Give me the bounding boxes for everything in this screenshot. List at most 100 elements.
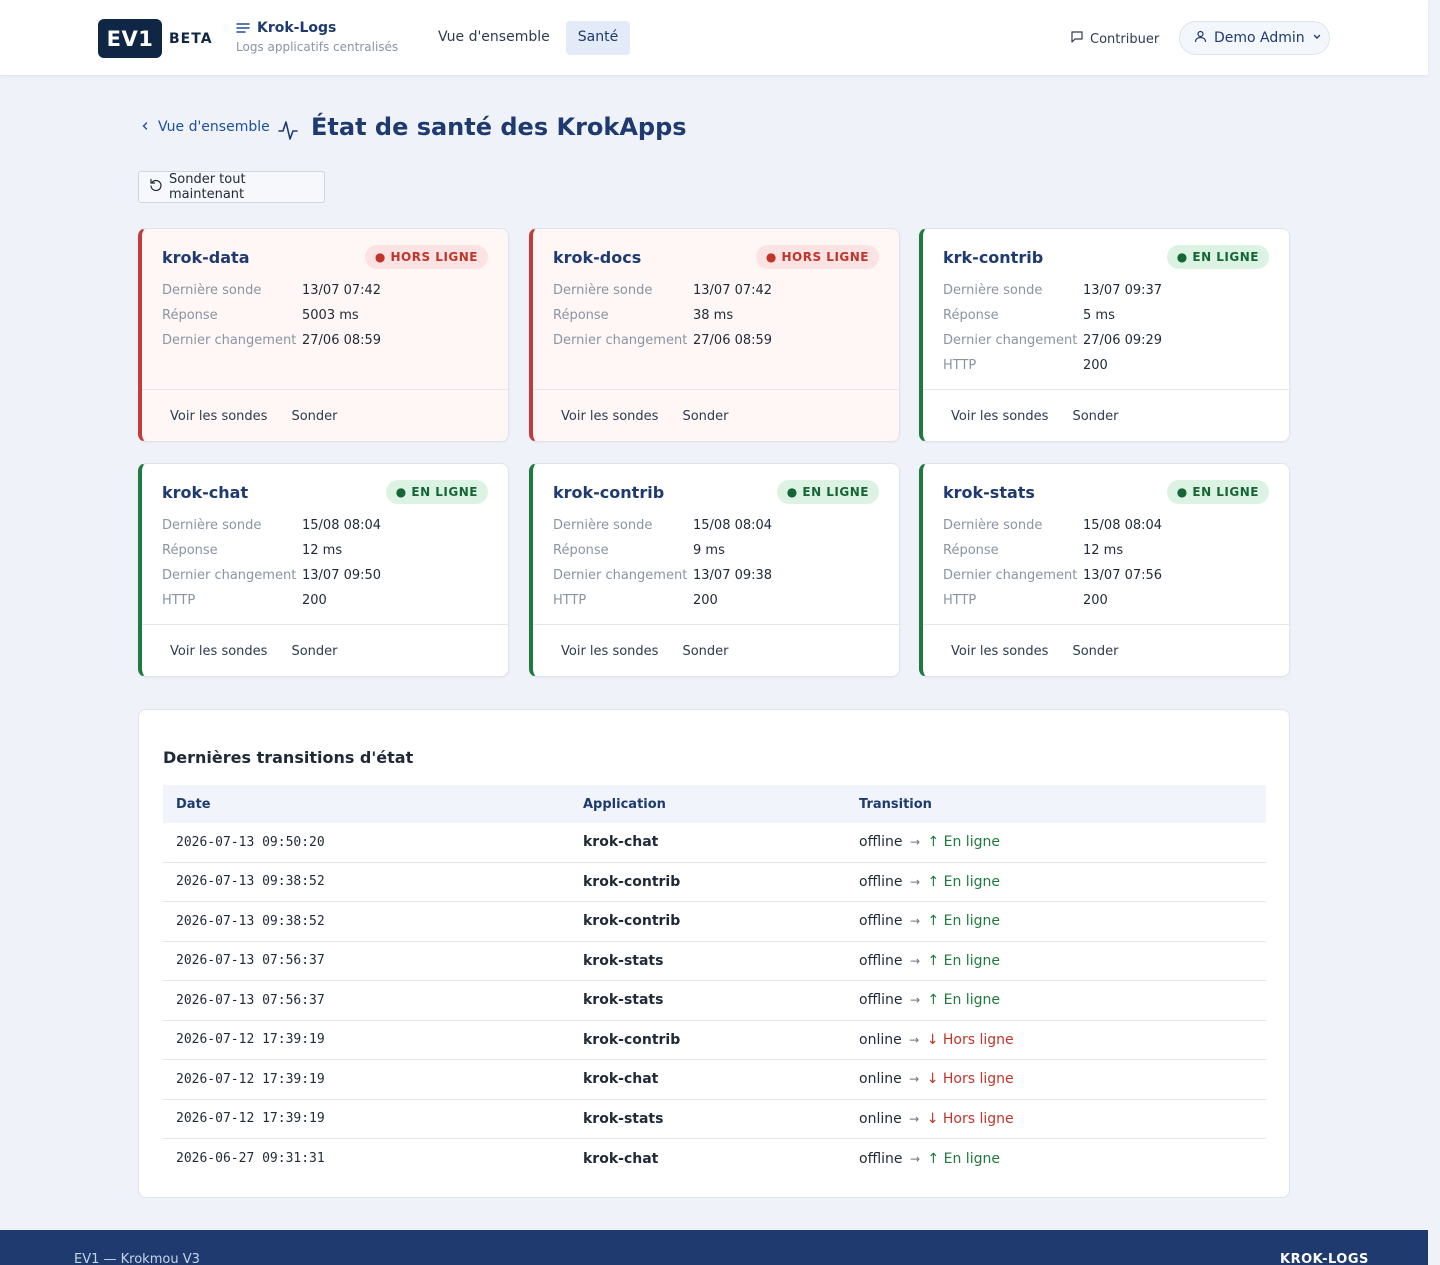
table-row: 2026-07-13 09:38:52 krok-contrib offline →… bbox=[163, 902, 1266, 942]
view-probes-button[interactable]: Voir les sondes bbox=[170, 644, 268, 659]
view-probes-button[interactable]: Voir les sondes bbox=[951, 644, 1049, 659]
cell-application: krok-contrib bbox=[583, 1031, 681, 1048]
detail-response: Réponse 5003 ms bbox=[162, 308, 381, 333]
beta-label: BETA bbox=[169, 31, 213, 47]
detail-value: 9 ms bbox=[693, 543, 725, 558]
arrow-right-icon: → bbox=[909, 1032, 920, 1047]
detail-http: HTTP 200 bbox=[943, 593, 1162, 618]
card-actions: Voir les sondes Sonder bbox=[923, 624, 1289, 676]
nav-health[interactable]: Santé bbox=[565, 21, 631, 55]
cell-application: krok-stats bbox=[583, 992, 664, 1009]
arrow-right-icon: → bbox=[909, 1072, 920, 1087]
detail-label: HTTP bbox=[162, 593, 196, 608]
probe-button[interactable]: Sonder bbox=[291, 644, 338, 659]
arrow-right-icon: → bbox=[909, 1151, 920, 1166]
card-details: Dernière sonde 15/08 08:04 Réponse 12 ms Der… bbox=[162, 518, 381, 618]
cell-date: 2026-07-13 09:50:20 bbox=[176, 834, 325, 850]
transition-from: offline bbox=[859, 834, 903, 851]
cell-transition: offline → ↑ En ligne bbox=[859, 953, 1266, 969]
cell-application: krok-contrib bbox=[583, 873, 681, 890]
detail-value: 13/07 07:42 bbox=[302, 283, 382, 298]
detail-label: Dernier changement bbox=[162, 333, 297, 348]
detail-last-probe: Dernière sonde 13/07 07:42 bbox=[553, 283, 772, 308]
card-details: Dernière sonde 13/07 07:42 Réponse 5003 ms D… bbox=[162, 283, 381, 358]
detail-label: Dernière sonde bbox=[943, 518, 1043, 533]
comment-icon bbox=[1070, 30, 1084, 48]
status-badge: ● EN LIGNE bbox=[776, 480, 879, 504]
detail-value: 13/07 07:42 bbox=[693, 283, 773, 298]
probe-button[interactable]: Sonder bbox=[1072, 644, 1119, 659]
arrow-right-icon: → bbox=[909, 835, 920, 850]
detail-last-probe: Dernière sonde 15/08 08:04 bbox=[553, 518, 772, 543]
probe-button[interactable]: Sonder bbox=[291, 409, 338, 424]
detail-value: 27/06 08:59 bbox=[302, 333, 382, 348]
table-body: 2026-07-13 09:50:20 krok-chat offline → ↑ … bbox=[163, 823, 1266, 1179]
view-probes-button[interactable]: Voir les sondes bbox=[170, 409, 268, 424]
detail-label: Dernier changement bbox=[553, 568, 688, 583]
probe-button[interactable]: Sonder bbox=[682, 409, 729, 424]
detail-value: 200 bbox=[1083, 593, 1108, 608]
app-name[interactable]: Krok-Logs bbox=[236, 20, 398, 36]
card-details: Dernière sonde 13/07 07:42 Réponse 38 ms Der… bbox=[553, 283, 772, 358]
detail-label: Réponse bbox=[943, 543, 999, 558]
refresh-icon bbox=[149, 178, 163, 196]
cell-application: krok-chat bbox=[583, 1071, 659, 1088]
table-row: 2026-07-13 09:50:20 krok-chat offline → ↑ … bbox=[163, 823, 1266, 863]
detail-label: Réponse bbox=[162, 308, 218, 323]
chevron-down-icon bbox=[1312, 30, 1322, 46]
back-link[interactable]: Vue d'ensemble bbox=[140, 119, 270, 135]
view-probes-button[interactable]: Voir les sondes bbox=[951, 409, 1049, 424]
detail-value: 15/08 08:04 bbox=[1083, 518, 1163, 533]
detail-value: 5003 ms bbox=[302, 308, 359, 323]
nav-overview[interactable]: Vue d'ensemble bbox=[438, 29, 550, 45]
detail-value: 13/07 09:38 bbox=[693, 568, 773, 583]
footer-right-text: KROK-LOGS bbox=[1280, 1252, 1369, 1265]
detail-label: Réponse bbox=[553, 308, 609, 323]
app-name: krok-chat bbox=[162, 483, 249, 502]
card-actions: Voir les sondes Sonder bbox=[533, 389, 899, 441]
user-menu[interactable]: Demo Admin bbox=[1179, 21, 1330, 55]
contribute-link[interactable]: Contribuer bbox=[1070, 30, 1159, 48]
app-identity: Krok-Logs Logs applicatifs centralisés bbox=[236, 20, 398, 54]
detail-last-change: Dernier changement 27/06 09:29 bbox=[943, 333, 1162, 358]
probe-button[interactable]: Sonder bbox=[682, 644, 729, 659]
app-name: krok-data bbox=[162, 248, 250, 267]
transition-to: ↑ En ligne bbox=[927, 834, 1000, 851]
transitions-table: Date Application Transition 2026-07-13 0… bbox=[163, 785, 1266, 1179]
status-badge: ● HORS LIGNE bbox=[755, 245, 879, 269]
probe-all-button[interactable]: Sonder tout maintenant bbox=[138, 171, 325, 203]
detail-last-change: Dernier changement 13/07 09:38 bbox=[553, 568, 772, 593]
user-icon bbox=[1194, 30, 1207, 47]
app-card: krok-data ● HORS LIGNE Dernière sonde 13/07… bbox=[138, 228, 509, 442]
view-probes-button[interactable]: Voir les sondes bbox=[561, 409, 659, 424]
detail-label: Réponse bbox=[943, 308, 999, 323]
detail-label: Dernier changement bbox=[943, 333, 1078, 348]
detail-response: Réponse 12 ms bbox=[943, 543, 1162, 568]
transition-to: ↑ En ligne bbox=[927, 873, 1000, 890]
transition-from: online bbox=[859, 1031, 902, 1048]
status-badge: ● EN LIGNE bbox=[1166, 480, 1269, 504]
cell-transition: online → ↓ Hors ligne bbox=[859, 1071, 1266, 1087]
cell-transition: offline → ↑ En ligne bbox=[859, 834, 1266, 850]
transition-from: offline bbox=[859, 992, 903, 1009]
view-probes-button[interactable]: Voir les sondes bbox=[561, 644, 659, 659]
footer-left-text: EV1 — Krokmou V3 bbox=[74, 1252, 200, 1265]
probe-button[interactable]: Sonder bbox=[1072, 409, 1119, 424]
table-row: 2026-07-13 09:38:52 krok-contrib offline →… bbox=[163, 863, 1266, 902]
detail-http: HTTP 200 bbox=[553, 593, 772, 618]
ev1-logo[interactable]: EV1 bbox=[98, 19, 162, 58]
transition-from: offline bbox=[859, 952, 903, 969]
activity-icon bbox=[278, 119, 298, 145]
status-badge: ● EN LIGNE bbox=[1166, 245, 1269, 269]
detail-label: Réponse bbox=[162, 543, 218, 558]
app-card: krok-chat ● EN LIGNE Dernière sonde 15/08 0… bbox=[138, 463, 509, 677]
transition-from: offline bbox=[859, 1150, 903, 1167]
app-name: krok-contrib bbox=[553, 483, 665, 502]
column-transition: Transition bbox=[859, 796, 932, 812]
detail-label: HTTP bbox=[943, 358, 977, 373]
detail-label: Dernier changement bbox=[553, 333, 688, 348]
transition-from: offline bbox=[859, 873, 903, 890]
arrow-right-icon: → bbox=[909, 953, 920, 968]
detail-value: 13/07 07:56 bbox=[1083, 568, 1163, 583]
detail-last-change: Dernier changement 27/06 08:59 bbox=[162, 333, 381, 358]
